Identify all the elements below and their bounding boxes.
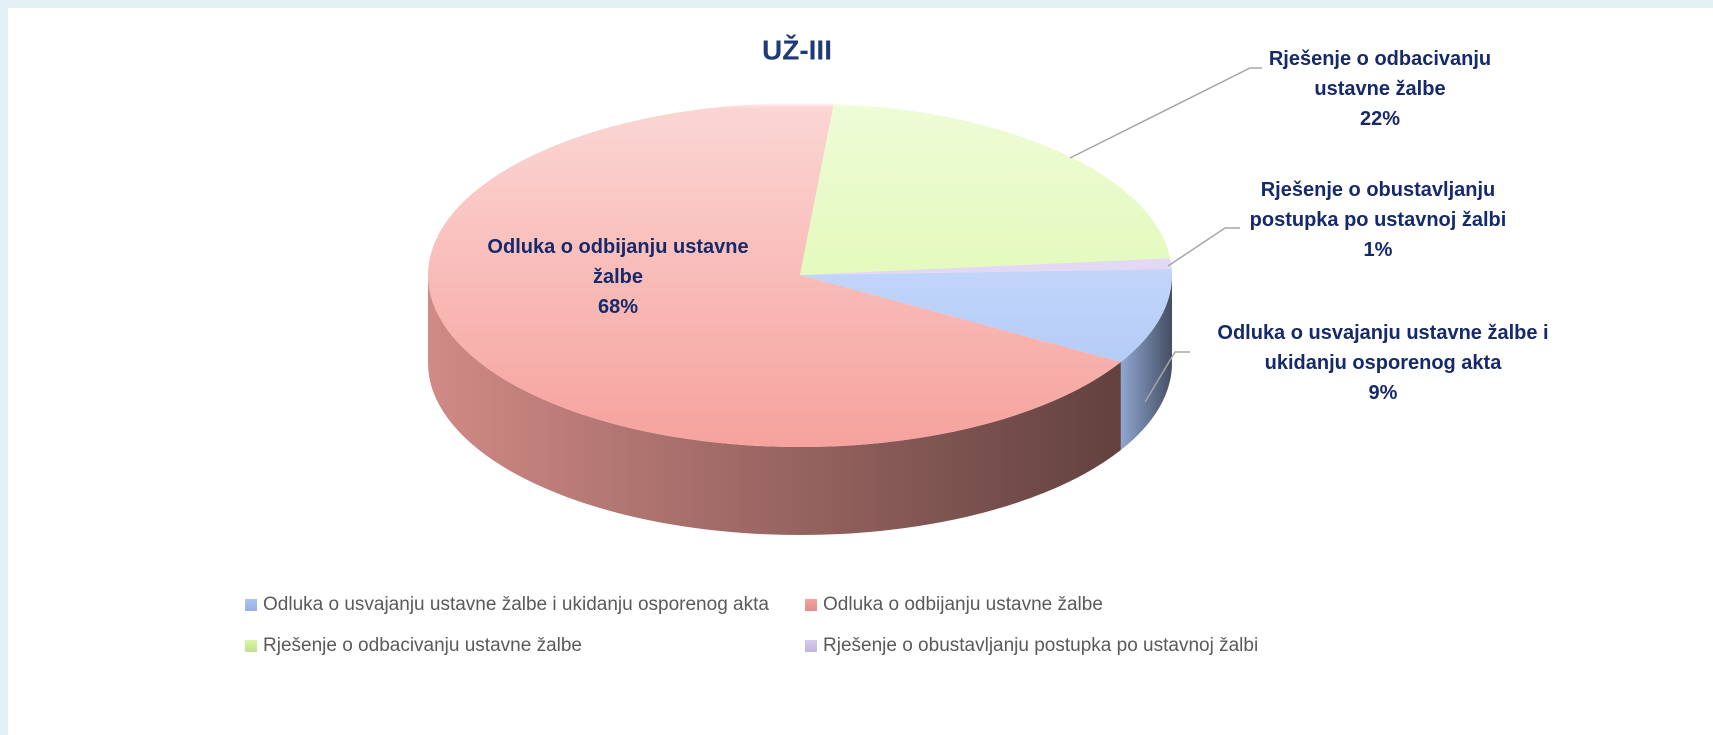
leader-line	[1167, 227, 1240, 267]
data-label: Odluka o usvajanju ustavne žalbe i ukida…	[1198, 318, 1568, 408]
data-label-value: 22%	[1359, 108, 1401, 130]
legend-item: Odluka o odbijanju ustavne žalbe	[805, 594, 1103, 616]
legend-label: Odluka o odbijanju ustavne žalbe	[823, 594, 1103, 615]
pie-side	[428, 275, 1121, 535]
pie-slice	[800, 103, 1171, 275]
chart-title: UŽ-III	[762, 34, 832, 65]
pie-slice	[428, 102, 1121, 447]
legend-label: Rješenje o obustavljanju postupka po ust…	[823, 635, 1259, 656]
legend-item: Rješenje o odbacivanju ustavne žalbe	[245, 635, 582, 657]
chart: UŽ-III	[428, 34, 1262, 535]
data-label-name: Rješenje o odbacivanju ustavne žalbe	[1268, 48, 1492, 100]
data-label-value: 9%	[1368, 382, 1398, 404]
data-label-value: 1%	[1363, 239, 1393, 261]
legend-swatch	[805, 640, 817, 652]
legend-item: Odluka o usvajanju ustavne žalbe i ukida…	[245, 594, 769, 616]
legend-label: Rješenje o odbacivanju ustavne žalbe	[263, 635, 582, 656]
legend-swatch	[245, 640, 257, 652]
data-label-name: Rješenje o obustavljanju postupka po ust…	[1249, 179, 1507, 231]
chart-area: UŽ-III Odluka o usvajanju ustavne žalbe …	[8, 8, 1713, 735]
legend-item: Rješenje o obustavljanju postupka po ust…	[805, 635, 1258, 657]
data-label-name: Odluka o usvajanju ustavne žalbe i ukida…	[1217, 322, 1549, 374]
leader-line	[1069, 67, 1262, 159]
legend-swatch	[805, 599, 817, 611]
pie-side	[1120, 275, 1172, 451]
legend-swatch	[245, 599, 257, 611]
pie-slice	[800, 258, 1172, 275]
pie	[428, 102, 1173, 535]
data-label-name: Odluka o odbijanju ustavne žalbe	[487, 236, 749, 288]
data-label-value: 68%	[597, 296, 639, 318]
data-label: Rješenje o odbacivanju ustavne žalbe 22%	[1250, 44, 1510, 134]
pie-slice	[800, 268, 1173, 363]
legend-label: Odluka o usvajanju ustavne žalbe i ukida…	[263, 594, 769, 615]
data-label: Rješenje o obustavljanju postupka po ust…	[1228, 175, 1528, 265]
data-label: Odluka o odbijanju ustavne žalbe 68%	[468, 232, 768, 322]
leader-line	[1144, 351, 1190, 403]
